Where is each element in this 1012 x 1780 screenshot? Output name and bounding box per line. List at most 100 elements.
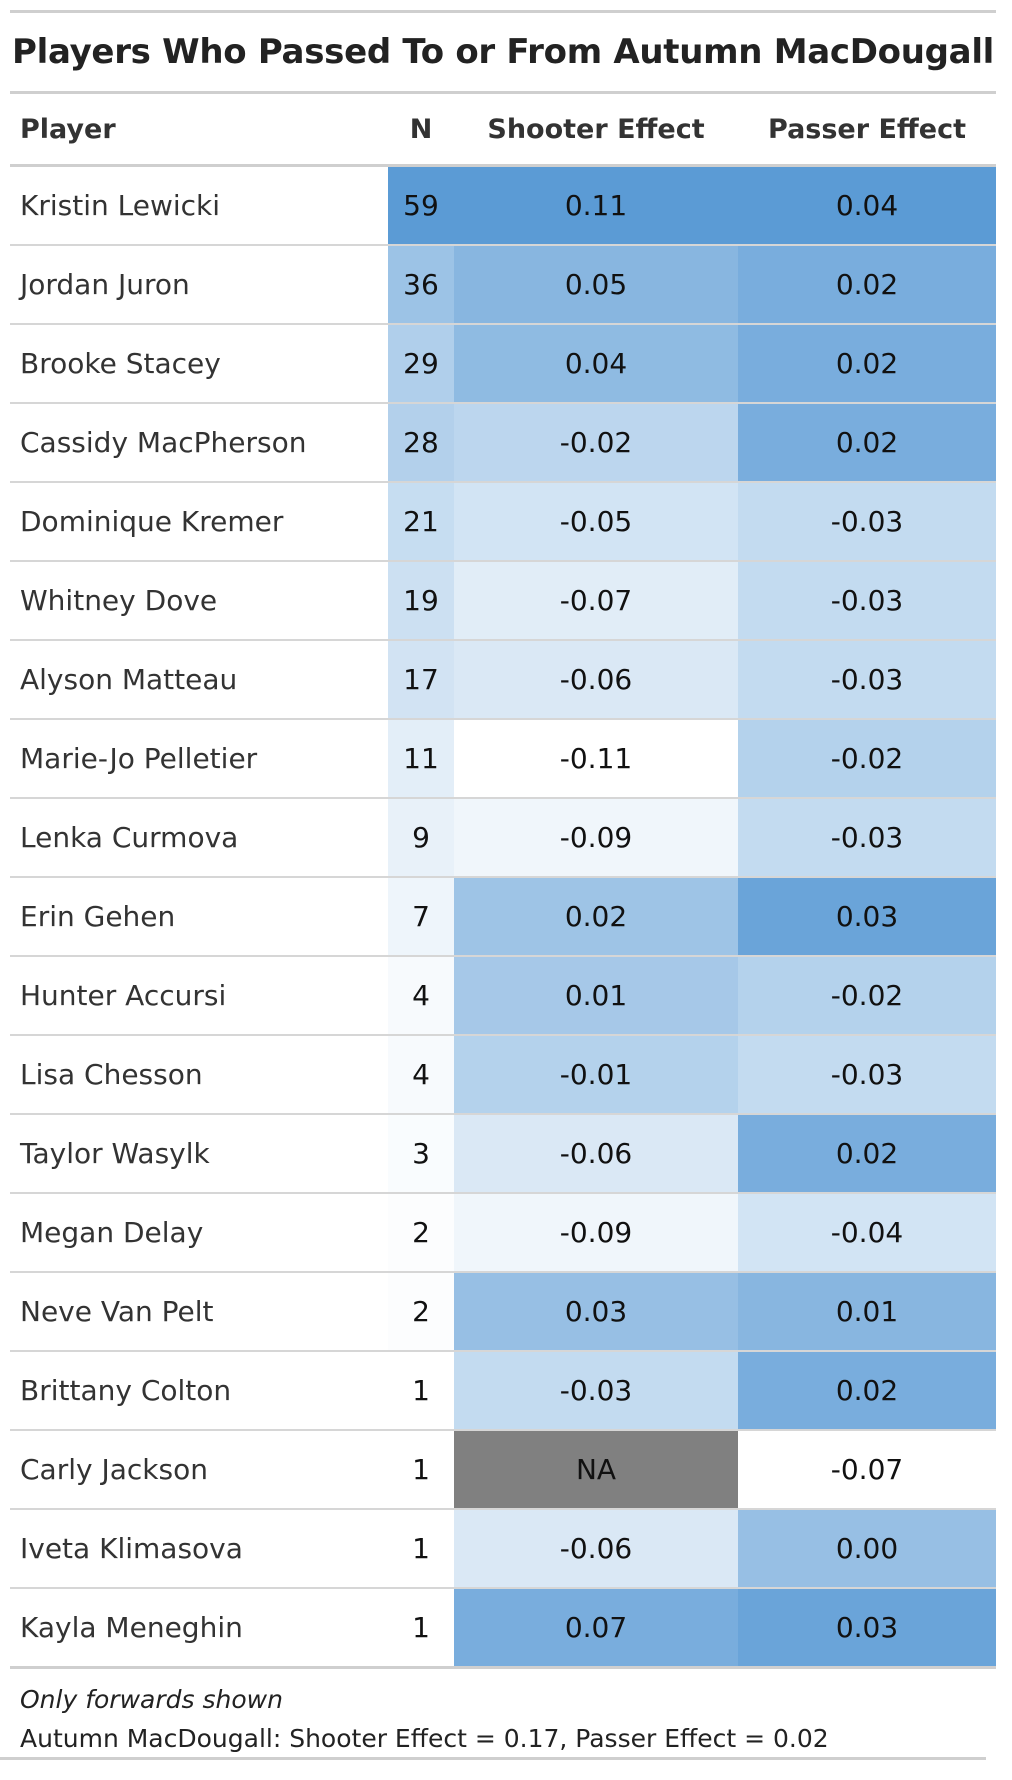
player-name-cell: Dominique Kremer xyxy=(10,482,388,562)
player-name-cell: Erin Gehen xyxy=(10,877,388,957)
passer-effect-cell: 0.02 xyxy=(738,1351,996,1431)
passer-effect-cell: -0.02 xyxy=(738,719,996,799)
n-cell: 11 xyxy=(388,719,454,799)
n-cell: 21 xyxy=(388,482,454,562)
summary-note: Autumn MacDougall: Shooter Effect = 0.17… xyxy=(20,1724,829,1753)
passer-effect-cell: 0.02 xyxy=(738,245,996,325)
players-table: Player N Shooter Effect Passer Effect Kr… xyxy=(10,94,996,1669)
passer-effect-cell: -0.04 xyxy=(738,1193,996,1273)
passer-effect-cell: 0.03 xyxy=(738,1588,996,1669)
table-row: Kayla Meneghin 1 0.07 0.03 xyxy=(10,1588,996,1669)
table-row: Iveta Klimasova 1 -0.06 0.00 xyxy=(10,1509,996,1589)
n-cell: 19 xyxy=(388,561,454,641)
player-name-cell: Brittany Colton xyxy=(10,1351,388,1431)
column-header-player: Player xyxy=(10,94,388,167)
table-row: Lenka Curmova 9 -0.09 -0.03 xyxy=(10,798,996,878)
shooter-effect-cell: 0.02 xyxy=(454,877,738,957)
player-name-cell: Lisa Chesson xyxy=(10,1035,388,1115)
n-cell: 7 xyxy=(388,877,454,957)
shooter-effect-cell: 0.04 xyxy=(454,324,738,404)
n-cell: 1 xyxy=(388,1588,454,1669)
player-name-cell: Cassidy MacPherson xyxy=(10,403,388,483)
player-name-cell: Megan Delay xyxy=(10,1193,388,1273)
table-row: Taylor Wasylk 3 -0.06 0.02 xyxy=(10,1114,996,1194)
passer-effect-cell: -0.03 xyxy=(738,798,996,878)
passer-effect-cell: 0.04 xyxy=(738,165,996,246)
shooter-effect-cell: 0.05 xyxy=(454,245,738,325)
n-cell: 1 xyxy=(388,1351,454,1431)
player-name-cell: Iveta Klimasova xyxy=(10,1509,388,1589)
passer-effect-cell: 0.01 xyxy=(738,1272,996,1352)
shooter-effect-cell: -0.09 xyxy=(454,1193,738,1273)
footnote: Only forwards shown xyxy=(20,1685,283,1714)
n-cell: 17 xyxy=(388,640,454,720)
table-row: Brooke Stacey 29 0.04 0.02 xyxy=(10,324,996,404)
passer-effect-cell: 0.02 xyxy=(738,403,996,483)
player-name-cell: Brooke Stacey xyxy=(10,324,388,404)
n-cell: 2 xyxy=(388,1272,454,1352)
table-row: Cassidy MacPherson 28 -0.02 0.02 xyxy=(10,403,996,483)
player-name-cell: Lenka Curmova xyxy=(10,798,388,878)
table-body: Kristin Lewicki 59 0.11 0.04 Jordan Juron 36 0… xyxy=(10,165,996,1669)
shooter-effect-cell: 0.07 xyxy=(454,1588,738,1669)
player-name-cell: Alyson Matteau xyxy=(10,640,388,720)
table-row: Whitney Dove 19 -0.07 -0.03 xyxy=(10,561,996,641)
passer-effect-cell: -0.03 xyxy=(738,482,996,562)
n-cell: 59 xyxy=(388,165,454,246)
column-header-n: N xyxy=(388,94,454,167)
header-row: Player N Shooter Effect Passer Effect xyxy=(10,94,996,167)
n-cell: 2 xyxy=(388,1193,454,1273)
n-cell: 28 xyxy=(388,403,454,483)
n-cell: 1 xyxy=(388,1509,454,1589)
passer-effect-cell: 0.02 xyxy=(738,324,996,404)
shooter-effect-cell: -0.05 xyxy=(454,482,738,562)
shooter-effect-cell: -0.01 xyxy=(454,1035,738,1115)
passer-effect-cell: 0.00 xyxy=(738,1509,996,1589)
shooter-effect-cell: -0.06 xyxy=(454,1509,738,1589)
player-name-cell: Kayla Meneghin xyxy=(10,1588,388,1669)
table-row: Megan Delay 2 -0.09 -0.04 xyxy=(10,1193,996,1273)
column-header-passer-effect: Passer Effect xyxy=(738,94,996,167)
n-cell: 29 xyxy=(388,324,454,404)
shooter-effect-cell: -0.06 xyxy=(454,640,738,720)
table-row: Dominique Kremer 21 -0.05 -0.03 xyxy=(10,482,996,562)
passer-effect-cell: -0.03 xyxy=(738,640,996,720)
n-cell: 4 xyxy=(388,1035,454,1115)
column-header-shooter-effect: Shooter Effect xyxy=(454,94,738,167)
table-row: Kristin Lewicki 59 0.11 0.04 xyxy=(10,165,996,246)
shooter-effect-cell: -0.07 xyxy=(454,561,738,641)
passer-effect-cell: -0.07 xyxy=(738,1430,996,1510)
table-row: Carly Jackson 1 NA -0.07 xyxy=(10,1430,996,1510)
n-cell: 9 xyxy=(388,798,454,878)
table-row: Hunter Accursi 4 0.01 -0.02 xyxy=(10,956,996,1036)
shooter-effect-cell: -0.06 xyxy=(454,1114,738,1194)
n-cell: 36 xyxy=(388,245,454,325)
table-row: Jordan Juron 36 0.05 0.02 xyxy=(10,245,996,325)
page-title: Players Who Passed To or From Autumn Mac… xyxy=(10,13,996,94)
player-name-cell: Kristin Lewicki xyxy=(10,165,388,246)
bottom-rule xyxy=(0,1757,986,1760)
n-cell: 3 xyxy=(388,1114,454,1194)
player-name-cell: Jordan Juron xyxy=(10,245,388,325)
shooter-effect-cell: 0.03 xyxy=(454,1272,738,1352)
shooter-effect-cell: -0.02 xyxy=(454,403,738,483)
shooter-effect-cell: -0.03 xyxy=(454,1351,738,1431)
shooter-effect-cell: 0.11 xyxy=(454,165,738,246)
table-row: Brittany Colton 1 -0.03 0.02 xyxy=(10,1351,996,1431)
table-row: Marie-Jo Pelletier 11 -0.11 -0.02 xyxy=(10,719,996,799)
passer-effect-cell: 0.02 xyxy=(738,1114,996,1194)
table-row: Neve Van Pelt 2 0.03 0.01 xyxy=(10,1272,996,1352)
table-card: Players Who Passed To or From Autumn Mac… xyxy=(10,10,996,1753)
table-row: Alyson Matteau 17 -0.06 -0.03 xyxy=(10,640,996,720)
passer-effect-cell: -0.03 xyxy=(738,561,996,641)
passer-effect-cell: -0.02 xyxy=(738,956,996,1036)
shooter-effect-cell: -0.11 xyxy=(454,719,738,799)
n-cell: 1 xyxy=(388,1430,454,1510)
top-rule xyxy=(10,10,996,13)
passer-effect-cell: -0.03 xyxy=(738,1035,996,1115)
player-name-cell: Marie-Jo Pelletier xyxy=(10,719,388,799)
player-name-cell: Neve Van Pelt xyxy=(10,1272,388,1352)
table-row: Erin Gehen 7 0.02 0.03 xyxy=(10,877,996,957)
player-name-cell: Taylor Wasylk xyxy=(10,1114,388,1194)
n-cell: 4 xyxy=(388,956,454,1036)
